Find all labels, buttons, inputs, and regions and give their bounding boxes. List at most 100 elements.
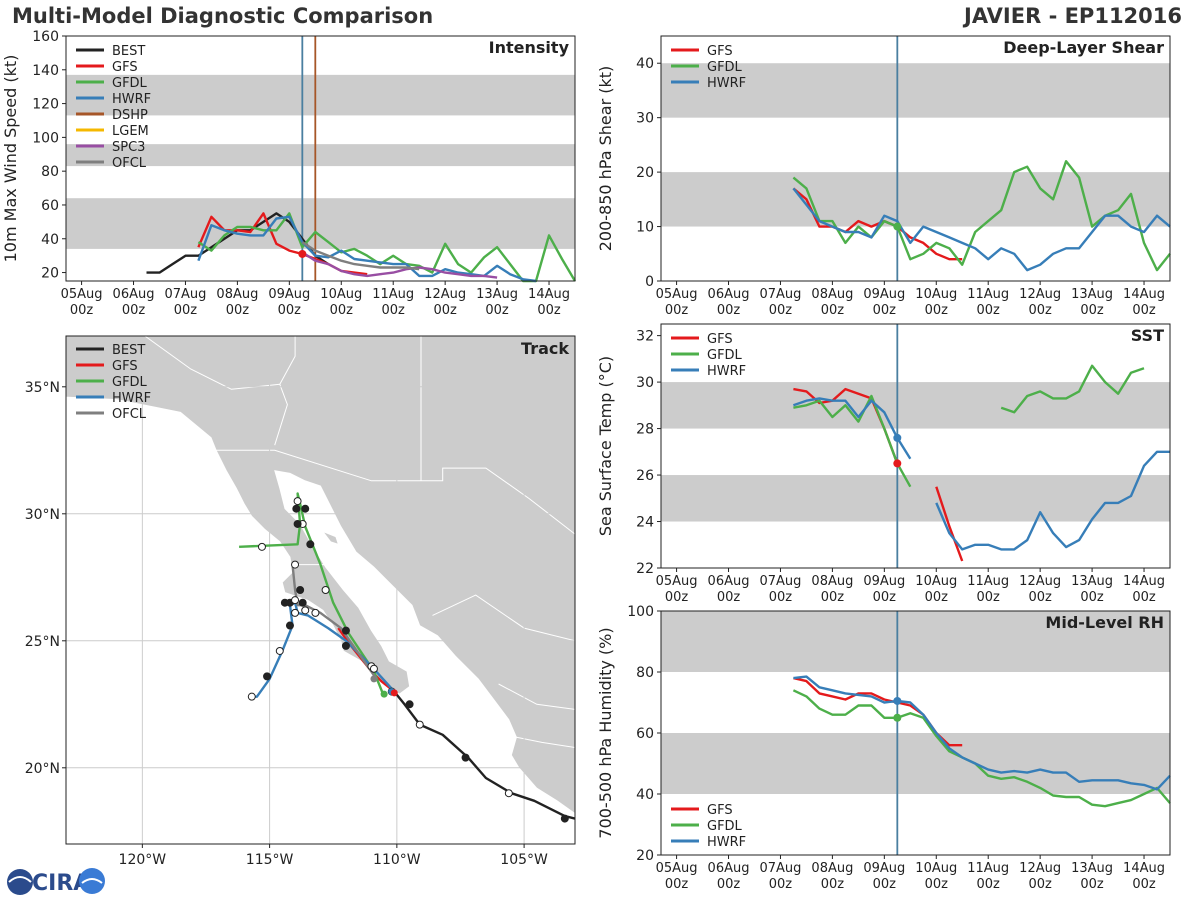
rh-xtick-label-date: 06Aug bbox=[708, 861, 750, 876]
sst-series-gfdl bbox=[1000, 364, 1145, 414]
sst-legend-label: GFS bbox=[707, 332, 733, 347]
shear-legend-label: GFDL bbox=[707, 60, 743, 75]
sst-xtick-label-time: 00z bbox=[1132, 590, 1156, 605]
track-ytick-label: 30°N bbox=[25, 507, 60, 523]
rh-legend-label: GFS bbox=[707, 803, 733, 818]
sst-series-gfs bbox=[935, 486, 964, 562]
sst-ytick-label: 24 bbox=[636, 515, 654, 531]
intensity-xtick-label-time: 00z bbox=[174, 303, 198, 318]
shear-xtick-label-date: 14Aug bbox=[1123, 287, 1165, 302]
state-border-line bbox=[516, 736, 575, 748]
intensity-xtick-label-time: 00z bbox=[433, 303, 457, 318]
shear-xtick-label-time: 00z bbox=[1028, 303, 1052, 318]
track-xtick-label: 115°W bbox=[246, 852, 294, 868]
intensity-ytick-label: 160 bbox=[32, 29, 59, 45]
track-position-marker bbox=[247, 692, 256, 701]
shear-band bbox=[661, 63, 1170, 118]
sst-xtick-label-time: 00z bbox=[1080, 590, 1104, 605]
track-panel: 120°W 115°W 110°W 105°W 20°N 25°N 30°N 35°N Trac… bbox=[25, 335, 576, 868]
intensity-legend-label: DSHP bbox=[112, 108, 148, 123]
shear-xtick-label-date: 05Aug bbox=[656, 287, 698, 302]
shear-series-hwrf bbox=[792, 187, 1171, 272]
intensity-xtick-label-date: 09Aug bbox=[268, 287, 310, 302]
sst-xtick-label-time: 00z bbox=[665, 590, 689, 605]
shear-ytick-label: 40 bbox=[636, 56, 654, 72]
sst-xtick-label-date: 13Aug bbox=[1071, 574, 1113, 589]
shear-xtick-label-time: 00z bbox=[925, 303, 949, 318]
state-border-line bbox=[498, 683, 575, 710]
track-init-marker-gfs bbox=[390, 689, 398, 697]
intensity-xtick-label-time: 00z bbox=[330, 303, 354, 318]
shear-xtick-label-date: 06Aug bbox=[708, 287, 750, 302]
sst-title: SST bbox=[1131, 326, 1164, 345]
sst-xtick-label-date: 07Aug bbox=[759, 574, 801, 589]
track-map-layer bbox=[66, 336, 575, 844]
state-border-line bbox=[216, 449, 575, 535]
intensity-xtick-label-date: 05Aug bbox=[61, 287, 103, 302]
track-position-marker bbox=[321, 586, 330, 594]
track-legend-label: GFS bbox=[112, 359, 138, 374]
sst-ytick-label: 28 bbox=[636, 422, 654, 438]
track-position-marker bbox=[341, 626, 350, 635]
intensity-xtick-label-time: 00z bbox=[485, 303, 509, 318]
intensity-legend-label: GFDL bbox=[112, 76, 148, 91]
rh-xtick-label-time: 00z bbox=[717, 877, 741, 892]
sst-xtick-label-time: 00z bbox=[821, 590, 845, 605]
shear-xtick-label-time: 00z bbox=[769, 303, 793, 318]
shear-xtick-label-time: 00z bbox=[717, 303, 741, 318]
rh-xtick-label-date: 07Aug bbox=[759, 861, 801, 876]
track-position-marker bbox=[306, 540, 315, 549]
shear-ytick-label: 20 bbox=[636, 165, 654, 181]
shear-xtick-label-time: 00z bbox=[821, 303, 845, 318]
intensity-ytick-label: 140 bbox=[32, 63, 59, 79]
track-position-marker bbox=[296, 586, 305, 594]
intensity-xtick-label-date: 10Aug bbox=[320, 287, 362, 302]
track-ytick-label: 35°N bbox=[25, 380, 60, 396]
track-position-marker bbox=[285, 621, 294, 630]
rh-marker-gfdl bbox=[893, 713, 902, 722]
shear-title: Deep-Layer Shear bbox=[1003, 38, 1164, 57]
rh-xtick-label-date: 14Aug bbox=[1123, 861, 1165, 876]
track-position-marker bbox=[280, 598, 289, 607]
rh-xtick-label-date: 12Aug bbox=[1019, 861, 1061, 876]
intensity-xtick-label-date: 07Aug bbox=[164, 287, 206, 302]
intensity-legend-label: LGEM bbox=[112, 124, 149, 139]
shear-ytick-label: 0 bbox=[645, 274, 654, 290]
track-position-marker bbox=[291, 608, 300, 617]
track-legend-label: BEST bbox=[112, 343, 145, 358]
sst-ytick-label: 26 bbox=[636, 468, 654, 484]
intensity-xtick-label-date: 08Aug bbox=[216, 287, 258, 302]
rh-series-gfdl bbox=[792, 689, 1171, 808]
sst-xtick-label-time: 00z bbox=[925, 590, 949, 605]
shear-xtick-label-date: 12Aug bbox=[1019, 287, 1061, 302]
rh-ylabel: 700-500 hPa Humidity (%) bbox=[596, 627, 615, 838]
sst-xtick-label-date: 14Aug bbox=[1123, 574, 1165, 589]
logo-badge-wave-icon bbox=[81, 878, 103, 884]
track-init-marker-ofcl bbox=[370, 675, 378, 683]
shear-panel: 01020304005Aug00z06Aug00z07Aug00z08Aug00… bbox=[596, 35, 1171, 318]
track-position-marker bbox=[291, 596, 300, 605]
sst-marker-gfs bbox=[893, 459, 902, 468]
intensity-xtick-label-date: 14Aug bbox=[528, 287, 570, 302]
rh-xtick-label-time: 00z bbox=[873, 877, 897, 892]
sst-xtick-label-date: 09Aug bbox=[863, 574, 905, 589]
rh-xtick-label-time: 00z bbox=[977, 877, 1001, 892]
intensity-legend-label: SPC3 bbox=[112, 140, 145, 155]
shear-xtick-label-time: 00z bbox=[665, 303, 689, 318]
rh-ytick-label: 100 bbox=[627, 604, 654, 620]
rh-xtick-label-time: 00z bbox=[1028, 877, 1052, 892]
track-xtick-label: 120°W bbox=[119, 852, 167, 868]
shear-series-gfs bbox=[792, 187, 963, 261]
intensity-ytick-label: 80 bbox=[41, 164, 59, 180]
intensity-panel: 2040608010012014016005Aug00z06Aug00z07Au… bbox=[1, 29, 577, 318]
rh-series-hwrf bbox=[793, 675, 1171, 791]
sst-xtick-label-time: 00z bbox=[977, 590, 1001, 605]
sst-xtick-label-time: 00z bbox=[717, 590, 741, 605]
sst-xtick-label-time: 00z bbox=[769, 590, 793, 605]
intensity-title: Intensity bbox=[489, 38, 570, 57]
sst-series-hwrf bbox=[792, 397, 912, 460]
track-position-marker bbox=[298, 598, 307, 607]
sst-marker-hwrf bbox=[893, 433, 902, 442]
rh-xtick-label-date: 05Aug bbox=[656, 861, 698, 876]
intensity-ylabel: 10m Max Wind Speed (kt) bbox=[1, 55, 20, 263]
